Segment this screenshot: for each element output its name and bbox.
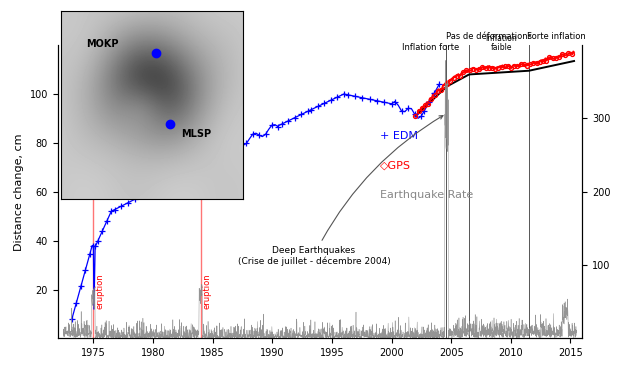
Text: Inflation
faible: Inflation faible — [485, 34, 517, 53]
Text: Forte inflation: Forte inflation — [527, 32, 586, 41]
Text: MOKP: MOKP — [86, 39, 119, 49]
Text: eruption: eruption — [95, 273, 104, 309]
Text: Inflation forte: Inflation forte — [403, 44, 460, 53]
Text: + EDM: + EDM — [380, 131, 419, 141]
Text: Deep Earthquakes
(Crise de juillet - décembre 2004): Deep Earthquakes (Crise de juillet - déc… — [237, 115, 443, 265]
Y-axis label: Distance change, cm: Distance change, cm — [14, 133, 24, 250]
Text: Pas de déformations: Pas de déformations — [446, 32, 532, 41]
Text: eruption: eruption — [202, 273, 211, 309]
Text: MLSP: MLSP — [181, 129, 211, 139]
Text: ◇GPS: ◇GPS — [380, 160, 412, 170]
Text: Earthquake Rate: Earthquake Rate — [380, 190, 474, 200]
